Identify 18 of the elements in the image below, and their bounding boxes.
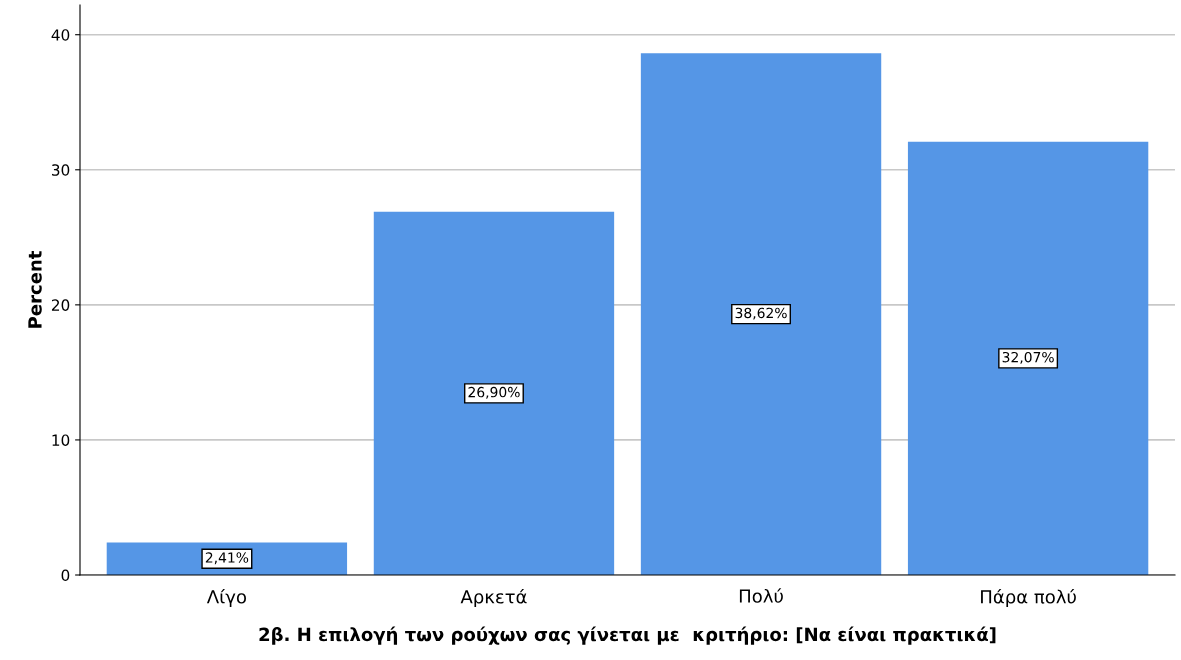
bar bbox=[640, 53, 882, 575]
x-tick-label: Πάρα πολύ bbox=[981, 588, 1076, 608]
y-tick-label: 30 bbox=[52, 164, 70, 176]
y-tick-label: 10 bbox=[52, 434, 70, 446]
x-tick-label: Λίγο bbox=[206, 588, 246, 608]
bar bbox=[907, 141, 1149, 575]
y-tick-label: 40 bbox=[51, 29, 70, 41]
bar bbox=[373, 211, 615, 575]
y-axis-title: Percent bbox=[28, 251, 42, 328]
x-tick-label: Αρκετά bbox=[460, 588, 527, 608]
y-tick-label: 20 bbox=[51, 299, 70, 311]
x-axis-title: 2β. Η επιλογή των ρούχων σας γίνεται με κριτήριο: [Να είναι πρακτικά] bbox=[259, 626, 996, 645]
data-label: 38,62% bbox=[735, 307, 787, 320]
data-label: 26,90% bbox=[468, 386, 520, 399]
data-label: 2,41% bbox=[205, 552, 249, 565]
y-tick-label: 0 bbox=[61, 569, 70, 582]
data-label: 32,07% bbox=[1002, 351, 1054, 364]
x-tick-label: Πολύ bbox=[739, 588, 783, 603]
